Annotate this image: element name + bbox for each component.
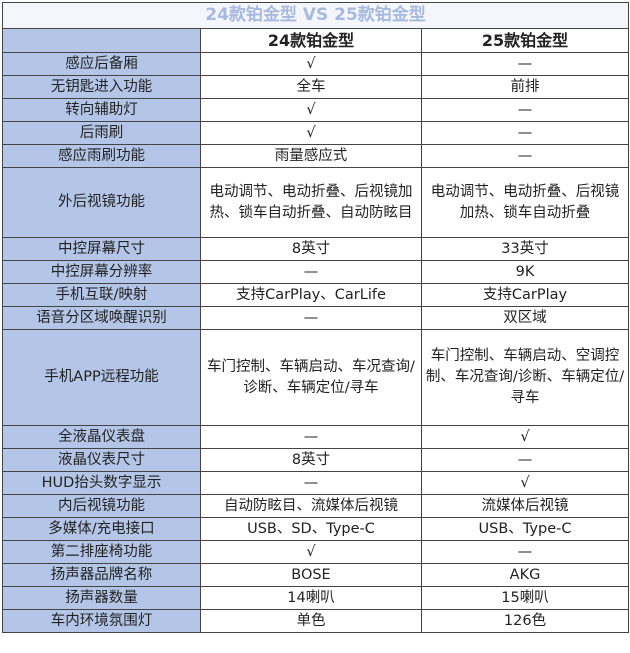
feature-label: 车内环境氛围灯 (2, 609, 201, 633)
feature-label: 扬声器数量 (2, 586, 201, 610)
table-row: 感应雨刷功能 雨量感应式 — (2, 144, 630, 168)
table-row: 液晶仪表尺寸 8英寸 — (2, 448, 630, 472)
value-24: USB、SD、Type-C (200, 517, 422, 541)
feature-label: 液晶仪表尺寸 (2, 448, 201, 472)
value-24: 自动防眩目、流媒体后视镜 (200, 494, 422, 518)
table-row: HUD抬头数字显示 — √ (2, 471, 630, 495)
value-25: 支持CarPlay (420, 283, 630, 307)
table-row: 手机APP远程功能 车门控制、车辆启动、车况查询/诊断、车辆定位/寻车 车门控制、车… (2, 329, 630, 426)
value-25: √ (420, 425, 630, 449)
value-25: AKG (420, 563, 630, 587)
feature-label: 全液晶仪表盘 (2, 425, 201, 449)
table-row: 转向辅助灯 √ — (2, 98, 630, 122)
value-25: — (420, 448, 630, 472)
value-24: √ (200, 98, 422, 122)
value-24: √ (200, 540, 422, 564)
table-row: 感应后备厢 √ — (2, 52, 630, 76)
header-row: 24款铂金型 25款铂金型 (2, 28, 630, 53)
table-row: 手机互联/映射 支持CarPlay、CarLife 支持CarPlay (2, 283, 630, 307)
value-25: — (420, 144, 630, 168)
table-row: 扬声器数量 14喇叭 15喇叭 (2, 586, 630, 610)
value-25: — (420, 121, 630, 145)
value-24: 8英寸 (200, 448, 422, 472)
table-row: 多媒体/充电接口 USB、SD、Type-C USB、Type-C (2, 517, 630, 541)
value-25: 15喇叭 (420, 586, 630, 610)
header-24: 24款铂金型 (200, 28, 422, 53)
value-24: — (200, 471, 422, 495)
value-25: — (420, 52, 630, 76)
table-row: 全液晶仪表盘 — √ (2, 425, 630, 449)
value-25: 126色 (420, 609, 630, 633)
feature-label: 手机互联/映射 (2, 283, 201, 307)
feature-label: 扬声器品牌名称 (2, 563, 201, 587)
table-title: 24款铂金型 VS 25款铂金型 (1, 2, 630, 29)
feature-label: 转向辅助灯 (2, 98, 201, 122)
value-25: — (420, 540, 630, 564)
value-24: — (200, 425, 422, 449)
comparison-table: 24款铂金型 VS 25款铂金型 24款铂金型 25款铂金型 感应后备厢 √ — 无钥… (1, 2, 630, 633)
value-25: √ (420, 471, 630, 495)
value-24: 电动调节、电动折叠、后视镜加热、锁车自动折叠、自动防眩目 (200, 167, 422, 238)
value-25: 流媒体后视镜 (420, 494, 630, 518)
feature-label: 外后视镜功能 (2, 167, 201, 238)
table-row: 车内环境氛围灯 单色 126色 (2, 609, 630, 633)
value-25: 33英寸 (420, 237, 630, 261)
value-24: 全车 (200, 75, 422, 99)
table-row: 内后视镜功能 自动防眩目、流媒体后视镜 流媒体后视镜 (2, 494, 630, 518)
value-25: — (420, 98, 630, 122)
value-24: 雨量感应式 (200, 144, 422, 168)
feature-label: 感应后备厢 (2, 52, 201, 76)
header-blank (2, 28, 201, 53)
value-24: 14喇叭 (200, 586, 422, 610)
value-24: — (200, 306, 422, 330)
feature-label: 内后视镜功能 (2, 494, 201, 518)
table-row: 扬声器品牌名称 BOSE AKG (2, 563, 630, 587)
value-25: 车门控制、车辆启动、空调控制、车况查询/诊断、车辆定位/寻车 (420, 329, 630, 426)
value-25: 9K (420, 260, 630, 284)
value-24: 车门控制、车辆启动、车况查询/诊断、车辆定位/寻车 (200, 329, 422, 426)
table-row: 外后视镜功能 电动调节、电动折叠、后视镜加热、锁车自动折叠、自动防眩目 电动调节、电… (2, 167, 630, 238)
value-24: √ (200, 52, 422, 76)
header-25: 25款铂金型 (420, 28, 630, 53)
feature-label: 感应雨刷功能 (2, 144, 201, 168)
value-25: USB、Type-C (420, 517, 630, 541)
feature-label: HUD抬头数字显示 (2, 471, 201, 495)
value-24: 单色 (200, 609, 422, 633)
feature-label: 多媒体/充电接口 (2, 517, 201, 541)
value-24: 支持CarPlay、CarLife (200, 283, 422, 307)
value-24: √ (200, 121, 422, 145)
value-24: 8英寸 (200, 237, 422, 261)
table-row: 中控屏幕分辨率 —9K (2, 260, 630, 284)
feature-label: 无钥匙进入功能 (2, 75, 201, 99)
value-25: 双区域 (420, 306, 630, 330)
feature-label: 中控屏幕分辨率 (2, 260, 201, 284)
table-row: 第二排座椅功能 √ — (2, 540, 630, 564)
value-24: — (200, 260, 422, 284)
value-25: 前排 (420, 75, 630, 99)
value-25: 电动调节、电动折叠、后视镜加热、锁车自动折叠 (420, 167, 630, 238)
table-row: 语音分区域唤醒识别 — 双区域 (2, 306, 630, 330)
feature-label: 后雨刷 (2, 121, 201, 145)
feature-label: 手机APP远程功能 (2, 329, 201, 426)
title-row: 24款铂金型 VS 25款铂金型 (1, 2, 630, 29)
table-row: 中控屏幕尺寸 8英寸 33英寸 (2, 237, 630, 261)
feature-label: 语音分区域唤醒识别 (2, 306, 201, 330)
feature-label: 第二排座椅功能 (2, 540, 201, 564)
table-row: 无钥匙进入功能 全车 前排 (2, 75, 630, 99)
table-row: 后雨刷 √ — (2, 121, 630, 145)
feature-label: 中控屏幕尺寸 (2, 237, 201, 261)
value-24: BOSE (200, 563, 422, 587)
